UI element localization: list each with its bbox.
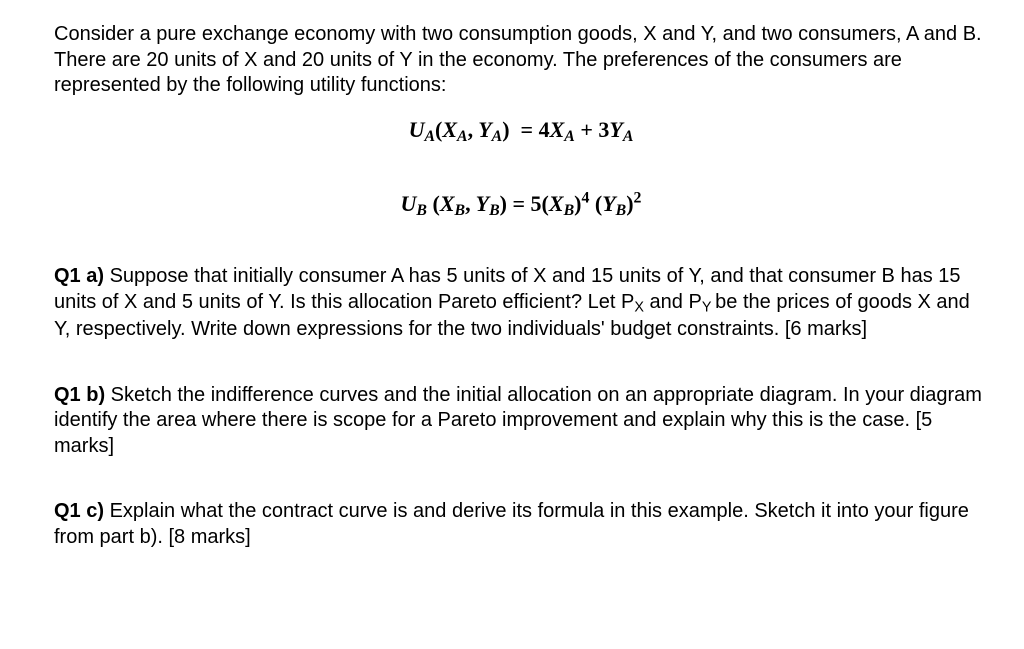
- question-1b: Q1 b) Sketch the indifference curves and…: [54, 383, 988, 460]
- question-1a-text: Suppose that initially consumer A has 5 …: [54, 265, 970, 340]
- question-1a: Q1 a) Suppose that initially consumer A …: [54, 264, 988, 342]
- equation-ua: UA(XA, YA) = 4XA + 3YA: [409, 117, 634, 142]
- equation-ub: UB (XB, YB) = 5(XB)4 (YB)2: [401, 191, 642, 216]
- equation-ub-block: UB (XB, YB) = 5(XB)4 (YB)2: [54, 190, 988, 221]
- question-1c-text: Explain what the contract curve is and d…: [54, 500, 969, 548]
- page-content: Consider a pure exchange economy with tw…: [0, 0, 1024, 573]
- intro-paragraph: Consider a pure exchange economy with tw…: [54, 22, 988, 99]
- question-1b-text: Sketch the indifference curves and the i…: [54, 384, 982, 457]
- question-1c: Q1 c) Explain what the contract curve is…: [54, 499, 988, 550]
- question-1c-label: Q1 c): [54, 500, 110, 522]
- equation-ua-block: UA(XA, YA) = 4XA + 3YA: [54, 117, 988, 146]
- question-1b-label: Q1 b): [54, 384, 111, 406]
- question-1a-label: Q1 a): [54, 265, 110, 287]
